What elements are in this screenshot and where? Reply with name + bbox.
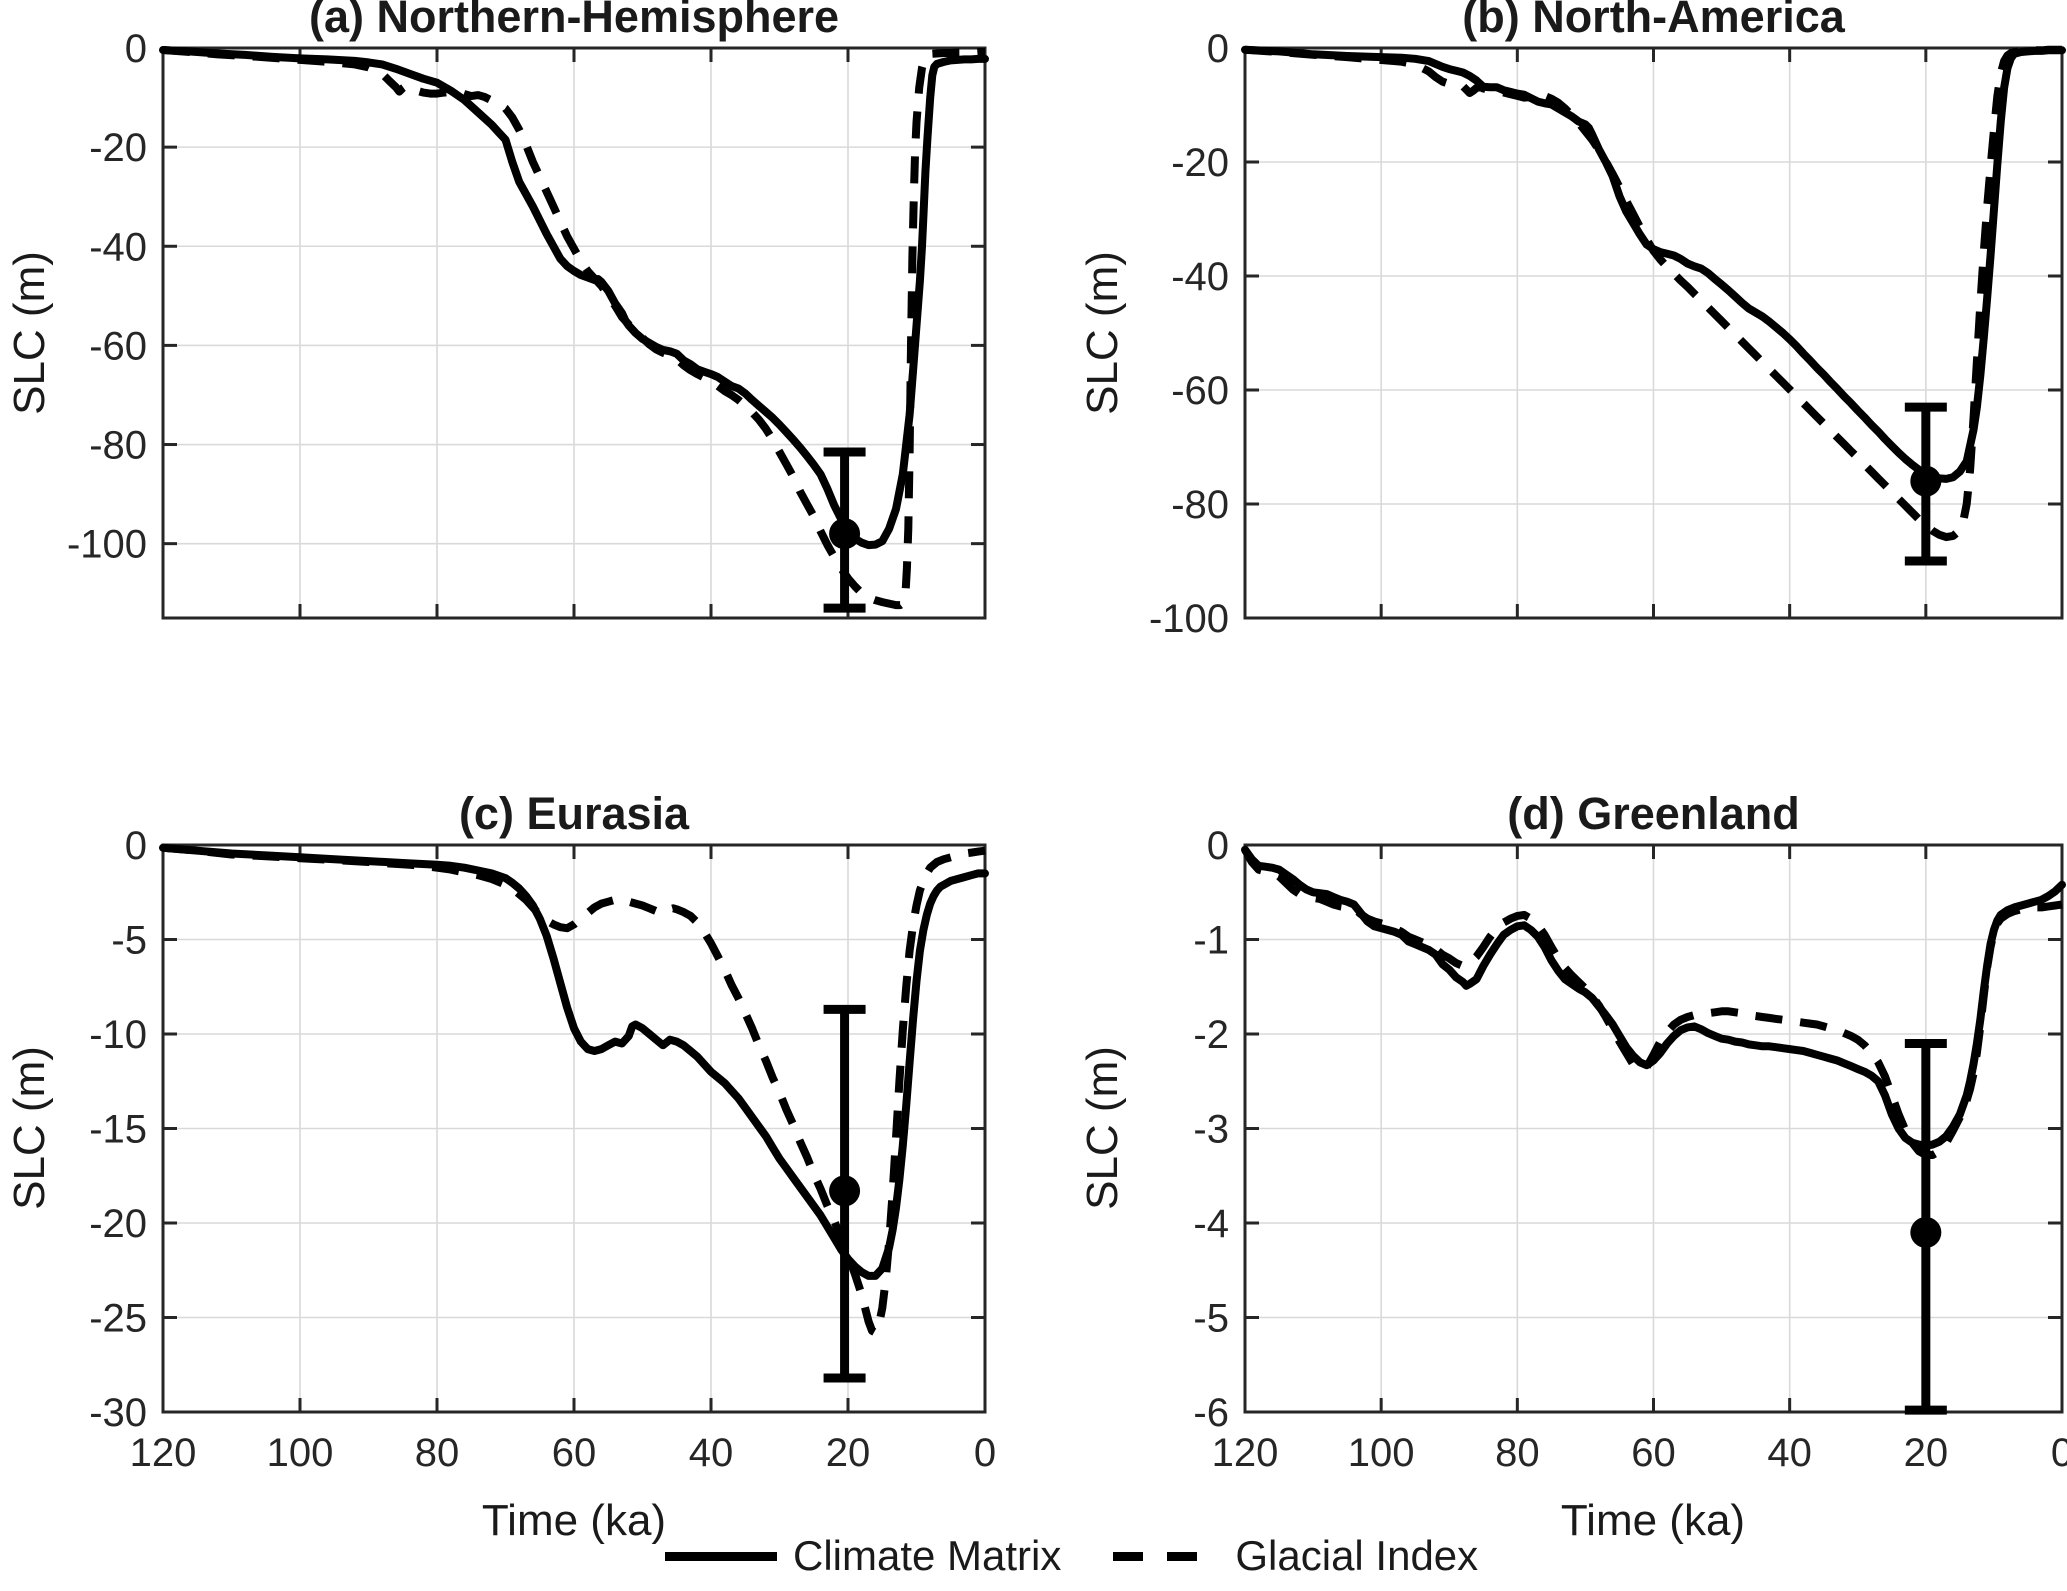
panel-c-glacial-index-line xyxy=(162,843,986,1337)
panel-b-ytick-label: -60 xyxy=(1171,369,1229,413)
panel-c-xtick-label: 60 xyxy=(552,1431,597,1475)
panel-a-glacial-index-line xyxy=(162,46,985,610)
panel-d-ytick-label: -6 xyxy=(1193,1391,1229,1435)
error-bar-dot xyxy=(1910,465,1942,497)
legend-solid-line-swatch xyxy=(665,1551,777,1561)
panel-c-xtick-label: 80 xyxy=(415,1431,460,1475)
panel-a-ytick-label: -100 xyxy=(67,523,147,567)
panel-d-xlabel: Time (ka) xyxy=(1560,1496,1746,1545)
panel-c-ytick-label: -5 xyxy=(111,919,147,963)
panel-d-xtick-label: 0 xyxy=(2051,1431,2067,1475)
panel-a: 0 -20 -40 -60 -80 -100 xyxy=(67,27,989,620)
panel-d-ytick-label: -4 xyxy=(1193,1202,1229,1246)
panel-a-title: (a) Northern-Hemisphere xyxy=(308,0,840,42)
panel-d-ylabel: SLC (m) xyxy=(1078,1046,1127,1210)
panel-c-xtick-label: 20 xyxy=(826,1431,871,1475)
panel-a-ytick-label: -60 xyxy=(89,324,147,368)
panel-b: 0 -20 -40 -60 -80 -100 xyxy=(1149,27,2066,641)
panel-b-ytick-label: -100 xyxy=(1149,597,1229,641)
error-bar-dot xyxy=(1910,1216,1942,1248)
panel-c-xlabel: Time (ka) xyxy=(481,1496,667,1545)
panel-c-xtick-label: 120 xyxy=(130,1431,197,1475)
legend: Climate Matrix Glacial Index xyxy=(665,1532,1478,1580)
panel-c-ytick-label: -30 xyxy=(89,1391,147,1435)
panel-d-xtick-label: 120 xyxy=(1212,1431,1279,1475)
panel-a-ytick-label: -80 xyxy=(89,424,147,468)
panel-d-xtick-label: 100 xyxy=(1348,1431,1415,1475)
panel-c-ytick-label: -15 xyxy=(89,1108,147,1152)
panel-b-ytick-label: 0 xyxy=(1207,27,1229,71)
panel-b-ytick-label: -20 xyxy=(1171,141,1229,185)
panel-d-xtick-label: 60 xyxy=(1631,1431,1676,1475)
panel-c-ytick-label: -10 xyxy=(89,1013,147,1057)
panel-c-title: (c) Eurasia xyxy=(458,788,690,839)
legend-label-glacial-index: Glacial Index xyxy=(1235,1532,1479,1579)
panel-a-ylabel: SLC (m) xyxy=(5,251,54,415)
panel-b-ylabel: SLC (m) xyxy=(1078,251,1127,415)
panel-c-xtick-label: 0 xyxy=(974,1431,996,1475)
panel-c-xtick-label: 100 xyxy=(267,1431,334,1475)
panel-a-ytick-label: 0 xyxy=(125,27,147,71)
panel-d-ytick-label: 0 xyxy=(1207,824,1229,868)
panel-c-ytick-label: -20 xyxy=(89,1202,147,1246)
panel-b-title: (b) North-America xyxy=(1462,0,1845,42)
legend-label-climate-matrix: Climate Matrix xyxy=(793,1532,1062,1579)
panel-a-ytick-label: -20 xyxy=(89,126,147,170)
panel-d-ytick-label: -1 xyxy=(1193,919,1229,963)
panel-a-climate-matrix-line xyxy=(159,46,989,550)
legend-dashed-line-swatch xyxy=(1113,1551,1220,1561)
panel-d-error-bar xyxy=(1904,1038,1947,1415)
panel-d-xtick-label: 80 xyxy=(1495,1431,1540,1475)
panel-d-ytick-label: -5 xyxy=(1193,1297,1229,1341)
panel-d-xtick-label: 40 xyxy=(1767,1431,1812,1475)
panel-c-ytick-label: 0 xyxy=(125,824,147,868)
error-bar-dot xyxy=(829,518,861,550)
panel-d-glacial-index-line xyxy=(1241,847,2063,1159)
panel-b-ytick-label: -40 xyxy=(1171,255,1229,299)
panel-d-xtick-label: 20 xyxy=(1904,1431,1949,1475)
error-bar-dot xyxy=(829,1175,861,1207)
panel-b-error-bar xyxy=(1904,402,1947,566)
panel-c-error-bar xyxy=(823,1004,866,1383)
panel-b-ytick-label: -80 xyxy=(1171,483,1229,527)
panel-a-error-bar xyxy=(823,447,866,613)
panel-c-ylabel: SLC (m) xyxy=(5,1046,54,1210)
panel-d-ytick-label: -2 xyxy=(1193,1013,1229,1057)
panel-a-ytick-label: -40 xyxy=(89,225,147,269)
panel-d-title: (d) Greenland xyxy=(1507,788,1800,839)
panel-c-xtick-label: 40 xyxy=(689,1431,734,1475)
panel-d-ytick-label: -3 xyxy=(1193,1108,1229,1152)
panel-c-ytick-label: -25 xyxy=(89,1297,147,1341)
